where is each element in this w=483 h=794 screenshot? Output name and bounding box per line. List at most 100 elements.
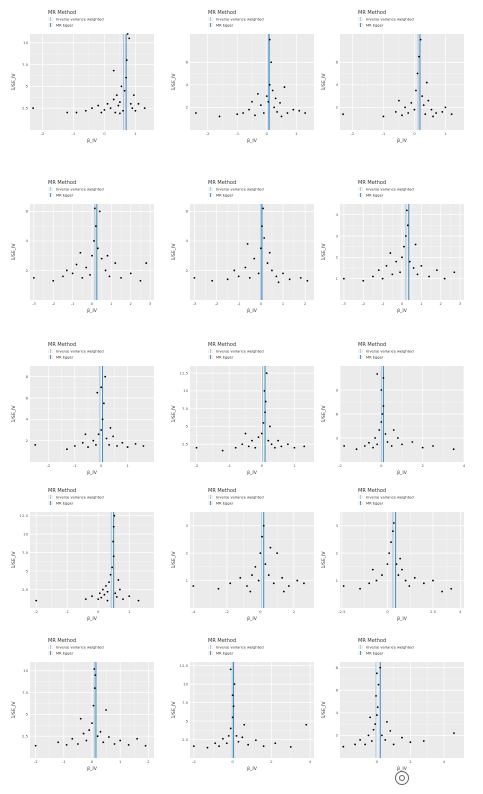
y-tick-label: 7.5	[182, 406, 189, 411]
data-point	[79, 251, 82, 254]
data-point	[142, 445, 145, 447]
data-point	[103, 593, 106, 596]
x-axis-title: β_IV	[87, 308, 98, 314]
data-point	[289, 746, 292, 748]
data-point	[416, 72, 419, 75]
plot-background	[30, 366, 154, 462]
data-point	[453, 271, 456, 274]
data-point	[218, 745, 220, 748]
funnel-plot-1: MR Method Inverse variance weighted MR Egg…	[8, 8, 158, 148]
data-point	[97, 433, 100, 436]
data-point	[251, 439, 253, 442]
data-point	[104, 375, 107, 378]
data-point	[375, 672, 378, 675]
y-axis-title: 1/SE_IV	[11, 243, 17, 261]
legend-entry: MR Egger	[366, 502, 384, 506]
data-point	[384, 739, 387, 741]
data-point	[251, 574, 253, 576]
data-point	[116, 445, 118, 447]
data-point	[265, 95, 268, 98]
data-point	[401, 443, 403, 446]
data-point	[269, 546, 272, 549]
x-tick-label: -2	[192, 759, 196, 764]
x-tick-label: -2	[195, 463, 199, 468]
data-point	[103, 109, 106, 111]
data-point	[108, 581, 110, 584]
data-point	[261, 535, 263, 538]
data-point	[262, 112, 265, 114]
data-point	[236, 113, 239, 116]
x-tick-label: 2	[293, 609, 296, 614]
data-point	[264, 563, 267, 566]
data-point	[432, 115, 434, 118]
data-point	[84, 598, 87, 601]
funnel-plot-svg: MR Method Inverse variance weighted MR Egg…	[11, 180, 154, 314]
data-point	[254, 446, 257, 449]
x-tick-label: 2.5	[430, 609, 437, 614]
data-point	[401, 256, 403, 259]
data-point	[372, 728, 375, 731]
legend-entry: Inverse variance weighted	[56, 496, 104, 500]
funnel-plot-svg: MR Method Inverse variance weighted MR Egg…	[171, 10, 314, 144]
legend-title: MR Method	[208, 180, 236, 186]
data-point	[137, 599, 140, 602]
data-point	[399, 557, 402, 560]
y-tick-label: 4	[336, 212, 339, 217]
legend-entry: Inverse variance weighted	[366, 18, 414, 22]
x-tick-label: 1	[420, 301, 423, 306]
watermark-right	[395, 771, 413, 785]
legend-title: MR Method	[208, 638, 236, 644]
data-point	[377, 269, 380, 272]
data-point	[87, 446, 89, 448]
plot-background	[30, 34, 154, 130]
data-point	[91, 107, 93, 110]
data-point	[119, 739, 122, 742]
y-tick-label: 6	[336, 411, 339, 416]
y-axis-title: 1/SE_IV	[321, 243, 327, 261]
data-point	[381, 574, 383, 576]
y-tick-label: 4	[336, 710, 339, 715]
data-point	[100, 429, 103, 431]
data-point	[392, 522, 395, 524]
data-point	[396, 437, 399, 439]
data-point	[379, 666, 382, 669]
data-point	[105, 437, 108, 440]
data-point	[274, 742, 277, 745]
data-point	[85, 266, 88, 269]
data-point	[287, 585, 290, 587]
data-point	[251, 100, 253, 103]
legend-entry: MR Egger	[56, 356, 74, 360]
data-point	[254, 565, 257, 568]
plot-background	[340, 34, 464, 130]
data-point	[100, 257, 103, 260]
data-point	[362, 279, 365, 282]
data-point	[368, 582, 371, 585]
data-point	[367, 734, 370, 737]
data-point	[79, 717, 82, 720]
data-point	[394, 111, 397, 113]
data-point	[248, 108, 250, 111]
x-tick-label: -2	[361, 301, 365, 306]
y-tick-label: 10	[23, 40, 28, 45]
x-tick-label: 1	[282, 301, 285, 306]
data-point	[100, 386, 103, 389]
data-point	[260, 432, 263, 435]
data-point	[376, 443, 379, 446]
y-axis-title: 1/SE_IV	[171, 405, 177, 423]
x-tick-label: -2	[34, 609, 38, 614]
data-point	[85, 739, 88, 742]
data-point	[66, 111, 69, 114]
data-point	[227, 734, 230, 737]
data-point	[355, 448, 358, 451]
y-tick-label: 7.5	[182, 700, 189, 705]
x-axis-title: β_IV	[397, 616, 408, 622]
y-tick-label: 10	[183, 388, 188, 393]
data-point	[264, 411, 266, 414]
data-point	[112, 540, 114, 543]
data-point	[424, 113, 427, 116]
data-point	[416, 273, 419, 276]
data-point	[108, 444, 111, 446]
x-tick-label: 0	[413, 131, 416, 136]
funnel-plot-svg: MR Method Inverse variance weighted MR Egg…	[11, 342, 154, 476]
data-point	[374, 437, 377, 439]
